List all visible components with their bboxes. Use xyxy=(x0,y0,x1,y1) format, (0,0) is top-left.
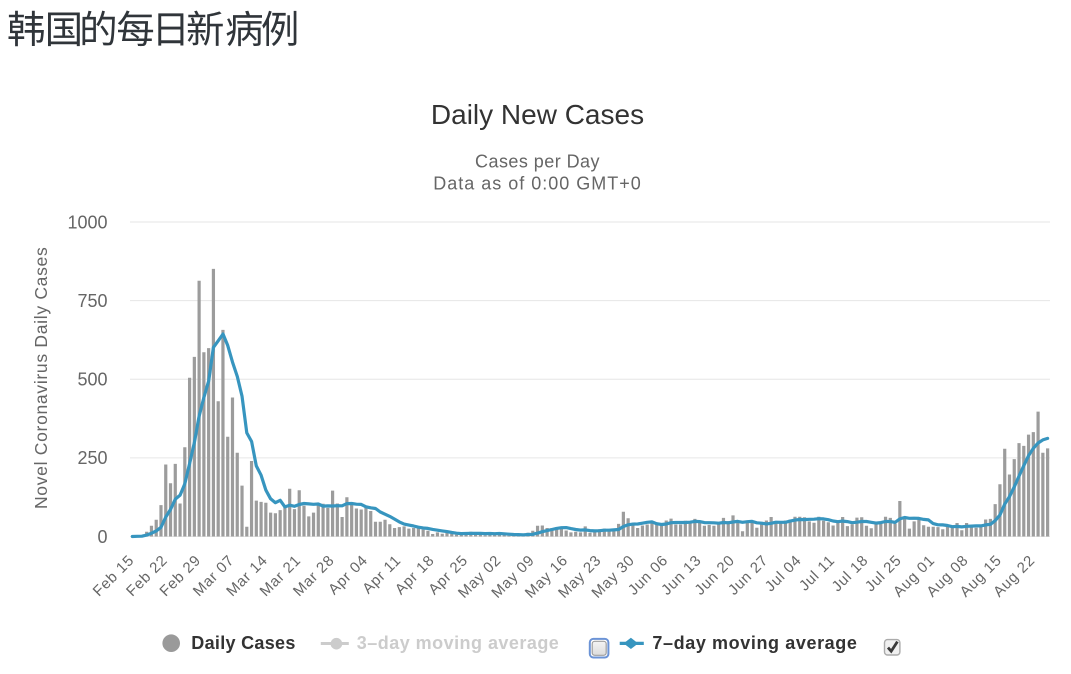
svg-text:500: 500 xyxy=(77,370,107,390)
svg-text:Cases per Day: Cases per Day xyxy=(475,151,600,171)
svg-text:Jul 04: Jul 04 xyxy=(762,552,805,595)
svg-text:Jul 18: Jul 18 xyxy=(829,552,872,595)
svg-text:3–day moving average: 3–day moving average xyxy=(357,633,560,653)
svg-text:Daily New Cases: Daily New Cases xyxy=(431,99,644,130)
svg-text:Data as of 0:00 GMT+0: Data as of 0:00 GMT+0 xyxy=(433,174,642,194)
svg-text:Novel Coronavirus Daily Cases: Novel Coronavirus Daily Cases xyxy=(31,247,51,509)
svg-text:0: 0 xyxy=(97,527,107,547)
svg-text:1000: 1000 xyxy=(67,212,107,232)
svg-text:250: 250 xyxy=(77,448,107,468)
svg-text:Daily Cases: Daily Cases xyxy=(191,633,295,653)
svg-text:7–day moving average: 7–day moving average xyxy=(652,633,857,653)
svg-text:750: 750 xyxy=(77,291,107,311)
